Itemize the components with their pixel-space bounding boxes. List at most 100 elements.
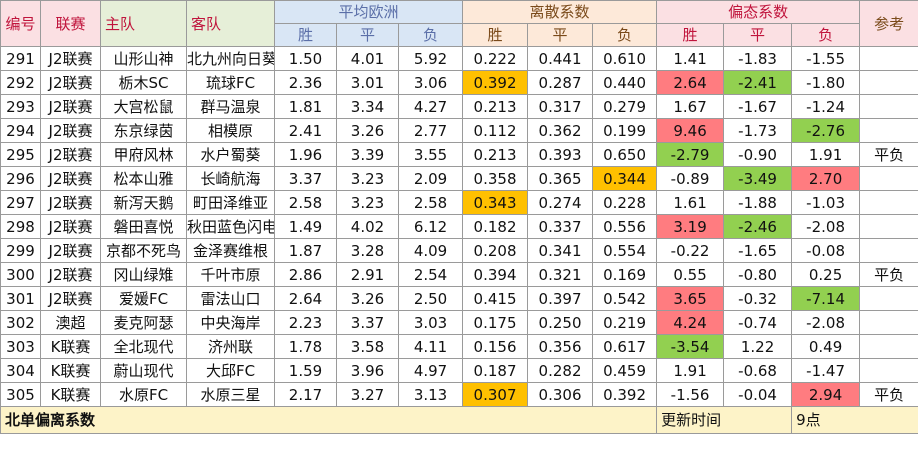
cell-bias-loss: -2.76 [791,118,861,143]
cell-bias-win: -2.79 [656,142,725,167]
table-row: 298 J2联赛 磐田喜悦 秋田蓝色闪电 1.49 4.02 6.12 0.182 0.337 0… [0,214,918,239]
header-bias-loss: 负 [791,23,861,47]
header-ref: 参考 [859,0,918,47]
cell-avg-loss: 2.58 [397,190,464,215]
cell-ref [859,286,918,311]
cell-avg-win: 1.78 [274,334,337,359]
cell-bias-loss: -2.08 [791,214,861,239]
cell-bias-loss: -1.55 [791,46,861,71]
cell-disp-win: 0.307 [462,382,529,407]
cell-bias-loss: -1.80 [791,70,861,95]
cell-bias-draw: -1.65 [723,238,793,263]
table-row: 305 K联赛 水原FC 水原三星 2.17 3.27 3.13 0.307 0.306 0.39… [0,382,918,407]
cell-disp-loss: 0.542 [592,286,658,311]
cell-avg-win: 2.64 [274,286,337,311]
cell-avg-win: 1.59 [274,358,337,383]
cell-bias-win: 1.41 [656,46,725,71]
cell-home: 蔚山现代 [100,358,187,383]
cell-bias-loss: 0.49 [791,334,861,359]
cell-avg-draw: 3.58 [336,334,399,359]
cell-avg-loss: 2.50 [397,286,464,311]
footer-update-value: 9点 [791,406,918,434]
cell-disp-win: 0.392 [462,70,529,95]
cell-bias-win: -0.89 [656,166,725,191]
cell-league: J2联赛 [40,118,101,143]
cell-bias-loss: 1.91 [791,142,861,167]
cell-bias-draw: -0.32 [723,286,793,311]
cell-disp-loss: 0.219 [592,310,658,335]
cell-bias-loss: -1.24 [791,94,861,119]
cell-disp-win: 0.187 [462,358,529,383]
cell-disp-win: 0.222 [462,46,529,71]
table-row: 293 J2联赛 大宫松鼠 群马温泉 1.81 3.34 4.27 0.213 0.317 0.2… [0,94,918,119]
cell-bias-win: 3.65 [656,286,725,311]
cell-avg-loss: 2.77 [397,118,464,143]
cell-home: 磐田喜悦 [100,214,187,239]
cell-disp-loss: 0.459 [592,358,658,383]
cell-league: J2联赛 [40,238,101,263]
cell-avg-draw: 3.26 [336,118,399,143]
cell-avg-loss: 4.09 [397,238,464,263]
cell-away: 北九州向日葵 [186,46,275,71]
cell-avg-loss: 4.27 [397,94,464,119]
cell-avg-draw: 3.28 [336,238,399,263]
cell-id: 303 [0,334,41,359]
cell-id: 294 [0,118,41,143]
cell-disp-win: 0.112 [462,118,529,143]
cell-home: 水原FC [100,382,187,407]
cell-home: 全北现代 [100,334,187,359]
cell-disp-draw: 0.441 [527,46,594,71]
cell-avg-win: 2.23 [274,310,337,335]
cell-bias-win: -1.56 [656,382,725,407]
cell-league: 澳超 [40,310,101,335]
cell-away: 水原三星 [186,382,275,407]
cell-disp-win: 0.182 [462,214,529,239]
cell-bias-draw: 1.22 [723,334,793,359]
cell-ref [859,334,918,359]
cell-id: 305 [0,382,41,407]
cell-disp-draw: 0.287 [527,70,594,95]
cell-bias-loss: 0.25 [791,262,861,287]
header-row-sub: 胜 平 负 胜 平 负 胜 平 负 [1,23,918,47]
cell-disp-win: 0.343 [462,190,529,215]
cell-disp-win: 0.213 [462,94,529,119]
cell-id: 301 [0,286,41,311]
table-row: 292 J2联赛 栃木SC 琉球FC 2.36 3.01 3.06 0.392 0.287 0.4… [0,70,918,95]
cell-disp-win: 0.358 [462,166,529,191]
cell-ref [859,358,918,383]
cell-bias-draw: -3.49 [723,166,793,191]
cell-avg-loss: 2.09 [397,166,464,191]
cell-id: 298 [0,214,41,239]
footer-row: 北单偏离系数 更新时间 9点 [0,406,918,434]
cell-league: K联赛 [40,382,101,407]
cell-home: 京都不死鸟 [100,238,187,263]
cell-avg-draw: 4.01 [336,46,399,71]
cell-bias-draw: -1.73 [723,118,793,143]
header-bias-group: 偏态系数 [656,0,861,24]
cell-bias-win: 9.46 [656,118,725,143]
cell-away: 济州联 [186,334,275,359]
cell-bias-win: 4.24 [656,310,725,335]
cell-disp-loss: 0.554 [592,238,658,263]
cell-avg-loss: 3.13 [397,382,464,407]
cell-league: J2联赛 [40,70,101,95]
cell-disp-win: 0.394 [462,262,529,287]
cell-avg-loss: 5.92 [397,46,464,71]
cell-avg-win: 1.96 [274,142,337,167]
cell-disp-draw: 0.393 [527,142,594,167]
cell-avg-win: 2.41 [274,118,337,143]
cell-league: J2联赛 [40,46,101,71]
cell-bias-loss: -7.14 [791,286,861,311]
cell-disp-draw: 0.362 [527,118,594,143]
cell-avg-win: 1.50 [274,46,337,71]
header-home: 主队 [100,0,187,47]
cell-disp-draw: 0.397 [527,286,594,311]
cell-avg-draw: 3.96 [336,358,399,383]
cell-away: 秋田蓝色闪电 [186,214,275,239]
cell-disp-loss: 0.344 [592,166,658,191]
cell-home: 栃木SC [100,70,187,95]
cell-disp-draw: 0.317 [527,94,594,119]
cell-avg-draw: 3.01 [336,70,399,95]
cell-disp-loss: 0.392 [592,382,658,407]
cell-bias-draw: -0.04 [723,382,793,407]
